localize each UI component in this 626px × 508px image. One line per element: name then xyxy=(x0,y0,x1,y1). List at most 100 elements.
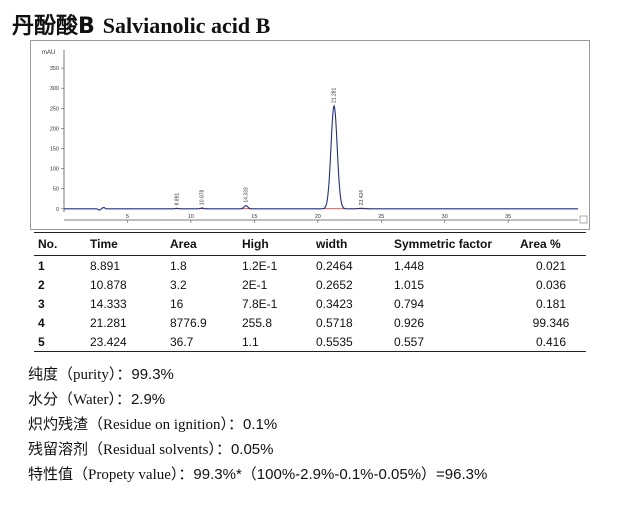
peak-labels: 8.891 10.878 14.333 21.281 23.424 xyxy=(174,87,364,205)
chromatogram-trace xyxy=(64,104,578,211)
cell-no: 3 xyxy=(38,296,45,311)
cell-area: 3.2 xyxy=(170,277,187,292)
note-label: 炽灼残渣 xyxy=(28,415,89,433)
cell-area: 1.8 xyxy=(170,258,187,273)
cell-high: 1.2E-1 xyxy=(242,258,278,273)
note-purity: 纯度（purity）：99.3% xyxy=(28,362,487,387)
note-english: （Residue on ignition） xyxy=(88,417,229,433)
cell-symmetric-factor: 0.794 xyxy=(394,296,425,311)
note-english: （Propety value） xyxy=(73,467,179,483)
table-row: 1 8.891 1.8 1.2E-1 0.2464 1.448 0.021 xyxy=(34,256,586,276)
cell-high: 1.1 xyxy=(238,332,312,352)
note-label: 水分 xyxy=(28,390,59,408)
y-tick-label: 50 xyxy=(53,187,59,193)
note-english: （Residual solvents） xyxy=(88,442,216,458)
x-tick-label: 30 xyxy=(442,214,448,220)
page-title: 丹酚酸B Salvianolic acid B xyxy=(12,8,270,40)
y-ticks: 0 50 100 150 200 250 300 350 xyxy=(50,66,64,213)
cell-time: 14.333 xyxy=(90,296,127,311)
x-tick-label: 35 xyxy=(505,214,511,220)
note-water: 水分（Water）：2.9% xyxy=(28,387,487,412)
cell-no: 1 xyxy=(38,258,45,273)
note-residue-on-ignition: 炽灼残渣（Residue on ignition）：0.1% xyxy=(28,412,487,437)
y-tick-label: 250 xyxy=(50,106,59,112)
peak-table: No. Time Area High width Symmetric facto… xyxy=(34,232,586,352)
col-time: Time xyxy=(86,232,166,256)
cell-time: 10.878 xyxy=(90,277,127,292)
note-value: ：99.3%*（100%-2.9%-0.1%-0.05%）=96.3% xyxy=(178,466,488,483)
col-no: No. xyxy=(34,232,86,256)
col-symmetric-factor: Symmetric factor xyxy=(390,232,516,256)
note-label: 特性值 xyxy=(28,465,74,483)
col-area: Area xyxy=(166,232,238,256)
cell-area-percent: 0.021 xyxy=(535,258,567,273)
cell-symmetric-factor: 1.448 xyxy=(394,258,425,273)
col-high: High xyxy=(238,232,312,256)
y-tick-label: 200 xyxy=(50,126,59,132)
cell-high: 2E-1 xyxy=(242,277,268,292)
col-area-percent: Area % xyxy=(516,232,586,256)
table-row: 4 21.281 8776.9 255.8 0.5718 0.926 99.34… xyxy=(34,313,586,332)
y-tick-label: 300 xyxy=(50,86,59,92)
cell-symmetric-factor: 1.015 xyxy=(394,277,425,292)
peak-rt-label: 23.424 xyxy=(359,190,365,206)
cell-time: 21.281 xyxy=(90,315,127,330)
chart-frame xyxy=(30,40,590,230)
y-tick-label: 0 xyxy=(56,207,59,213)
cell-high: 255.8 xyxy=(242,315,273,330)
table-row: 2 10.878 3.2 2E-1 0.2652 1.015 0.036 xyxy=(34,275,586,294)
cell-area: 16 xyxy=(170,296,184,311)
cell-no: 2 xyxy=(38,277,45,292)
col-width: width xyxy=(312,232,390,256)
peak-table-header: No. Time Area High width Symmetric facto… xyxy=(34,232,586,256)
cell-width: 0.2464 xyxy=(316,258,353,273)
note-property-value: 特性值（Propety value）：99.3%*（100%-2.9%-0.1%… xyxy=(28,462,487,487)
cell-area-percent: 99.346 xyxy=(532,315,570,330)
cell-no: 5 xyxy=(34,332,86,352)
table-row: 5 23.424 36.7 1.1 0.5535 0.557 0.416 xyxy=(34,332,586,352)
cell-time: 8.891 xyxy=(90,258,121,273)
note-label: 残留溶剂 xyxy=(28,440,89,458)
cell-area: 8776.9 xyxy=(170,315,207,330)
title-chinese: 丹酚酸B xyxy=(12,14,95,39)
note-value: ：0.1% xyxy=(228,416,278,433)
note-residual-solvents: 残留溶剂（Residual solvents）：0.05% xyxy=(28,437,487,462)
axis-scroll-handle[interactable] xyxy=(579,215,588,224)
cell-area-percent: 0.416 xyxy=(516,332,586,352)
peak-rt-label: 21.281 xyxy=(332,87,338,103)
cell-area-percent: 0.181 xyxy=(535,296,567,311)
note-value: ：2.9% xyxy=(115,391,166,408)
title-english: Salvianolic acid B xyxy=(102,13,271,38)
cell-symmetric-factor: 0.926 xyxy=(394,315,425,330)
cell-symmetric-factor: 0.557 xyxy=(390,332,516,352)
cell-width: 0.2652 xyxy=(316,277,353,292)
peak-rt-label: 8.891 xyxy=(174,193,180,206)
x-ticks: 5 10 15 20 25 30 35 xyxy=(126,214,511,223)
cell-no: 4 xyxy=(38,315,45,330)
table-row: 3 14.333 16 7.8E-1 0.3423 0.794 0.181 xyxy=(34,294,586,313)
note-english: （purity） xyxy=(58,367,117,383)
cell-width: 0.5718 xyxy=(316,315,353,330)
quality-notes: 纯度（purity）：99.3% 水分（Water）：2.9% 炽灼残渣（Res… xyxy=(28,362,487,487)
cell-area: 36.7 xyxy=(166,332,238,352)
cell-time: 23.424 xyxy=(86,332,166,352)
peak-rt-label: 14.333 xyxy=(243,187,249,203)
y-tick-label: 150 xyxy=(50,146,59,152)
x-tick-label: 5 xyxy=(126,214,129,220)
note-label: 纯度 xyxy=(28,365,59,383)
note-value: ：99.3% xyxy=(116,366,174,383)
note-value: ：0.05% xyxy=(215,441,274,458)
y-axis-label: mAU xyxy=(42,50,55,56)
y-tick-label: 100 xyxy=(50,167,59,173)
x-tick-label: 20 xyxy=(315,214,321,220)
x-tick-label: 15 xyxy=(251,214,257,220)
x-tick-label: 25 xyxy=(378,214,384,220)
cell-width: 0.3423 xyxy=(316,296,353,311)
note-english: （Water） xyxy=(58,392,116,408)
cell-high: 7.8E-1 xyxy=(242,296,278,311)
y-tick-label: 350 xyxy=(50,66,59,72)
cell-area-percent: 0.036 xyxy=(535,277,567,292)
x-tick-label: 10 xyxy=(188,214,194,220)
peak-rt-label: 10.878 xyxy=(200,189,206,205)
